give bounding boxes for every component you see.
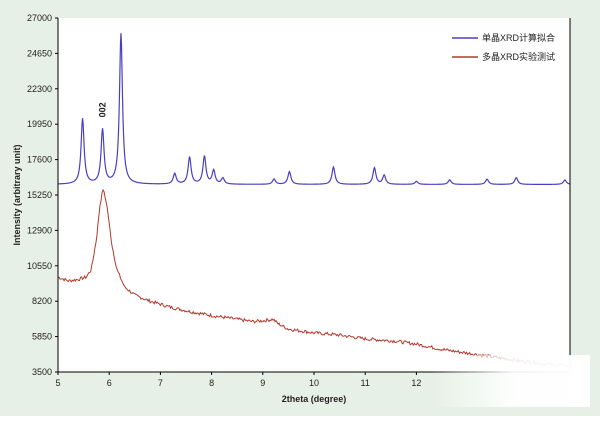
x-tick-label: 11 [361,378,370,388]
series-line-simulated [57,33,571,185]
y-tick-label: 17600 [27,155,52,165]
y-tick-label: 8200 [32,296,52,306]
watermark-fade [430,355,590,407]
y-axis-label: Intensity (arbitrary unit) [12,144,22,245]
y-tick-label: 27000 [27,13,52,23]
y-tick-label: 24650 [27,48,52,58]
y-tick-label: 5850 [32,332,52,342]
x-tick-label: 7 [158,378,163,388]
y-tick-label: 12900 [27,225,52,235]
y-tick-label: 19950 [27,119,52,129]
y-tick-label: 10550 [27,261,52,271]
x-tick-label: 6 [107,378,112,388]
legend-label: 单晶XRD计算拟合 [482,32,555,43]
plot-area [58,18,570,372]
y-tick-label: 15250 [27,190,52,200]
x-axis-label: 2theta (degree) [282,394,347,404]
peak-annotation: 002 [98,102,108,117]
y-tick-label: 22300 [27,84,52,94]
x-tick-label: 8 [209,378,214,388]
x-tick-label: 9 [260,378,265,388]
x-tick-label: 5 [55,378,60,388]
y-tick-label: 3500 [32,367,52,377]
legend-label: 多晶XRD实验测试 [482,51,555,62]
x-tick-label: 12 [411,378,421,388]
x-tick-label: 10 [309,378,319,388]
